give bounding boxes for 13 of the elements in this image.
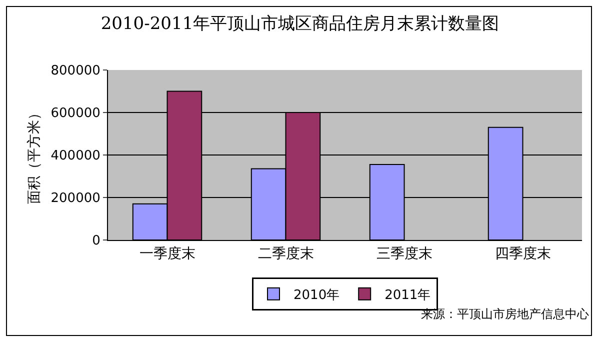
y-tick-label: 800000 [50,64,100,79]
x-tick-label: 二季度末 [258,246,314,262]
y-tick-label: 0 [92,234,100,249]
y-tick-label: 600000 [50,106,100,122]
legend-label: 2010年 [294,288,340,303]
x-tick-label: 四季度末 [494,246,551,262]
legend-label: 2011年 [384,288,431,303]
y-tick-label: 200000 [50,191,100,206]
chart-title: 2010-2011年平顶山市城区商品住房月末累计数量图 [100,14,500,34]
y-axis-title: 面积（平方米） [26,106,42,204]
x-tick-label: 三季度末 [376,246,432,262]
y-tick-label: 400000 [50,148,100,164]
x-tick-label: 一季度末 [139,246,196,262]
